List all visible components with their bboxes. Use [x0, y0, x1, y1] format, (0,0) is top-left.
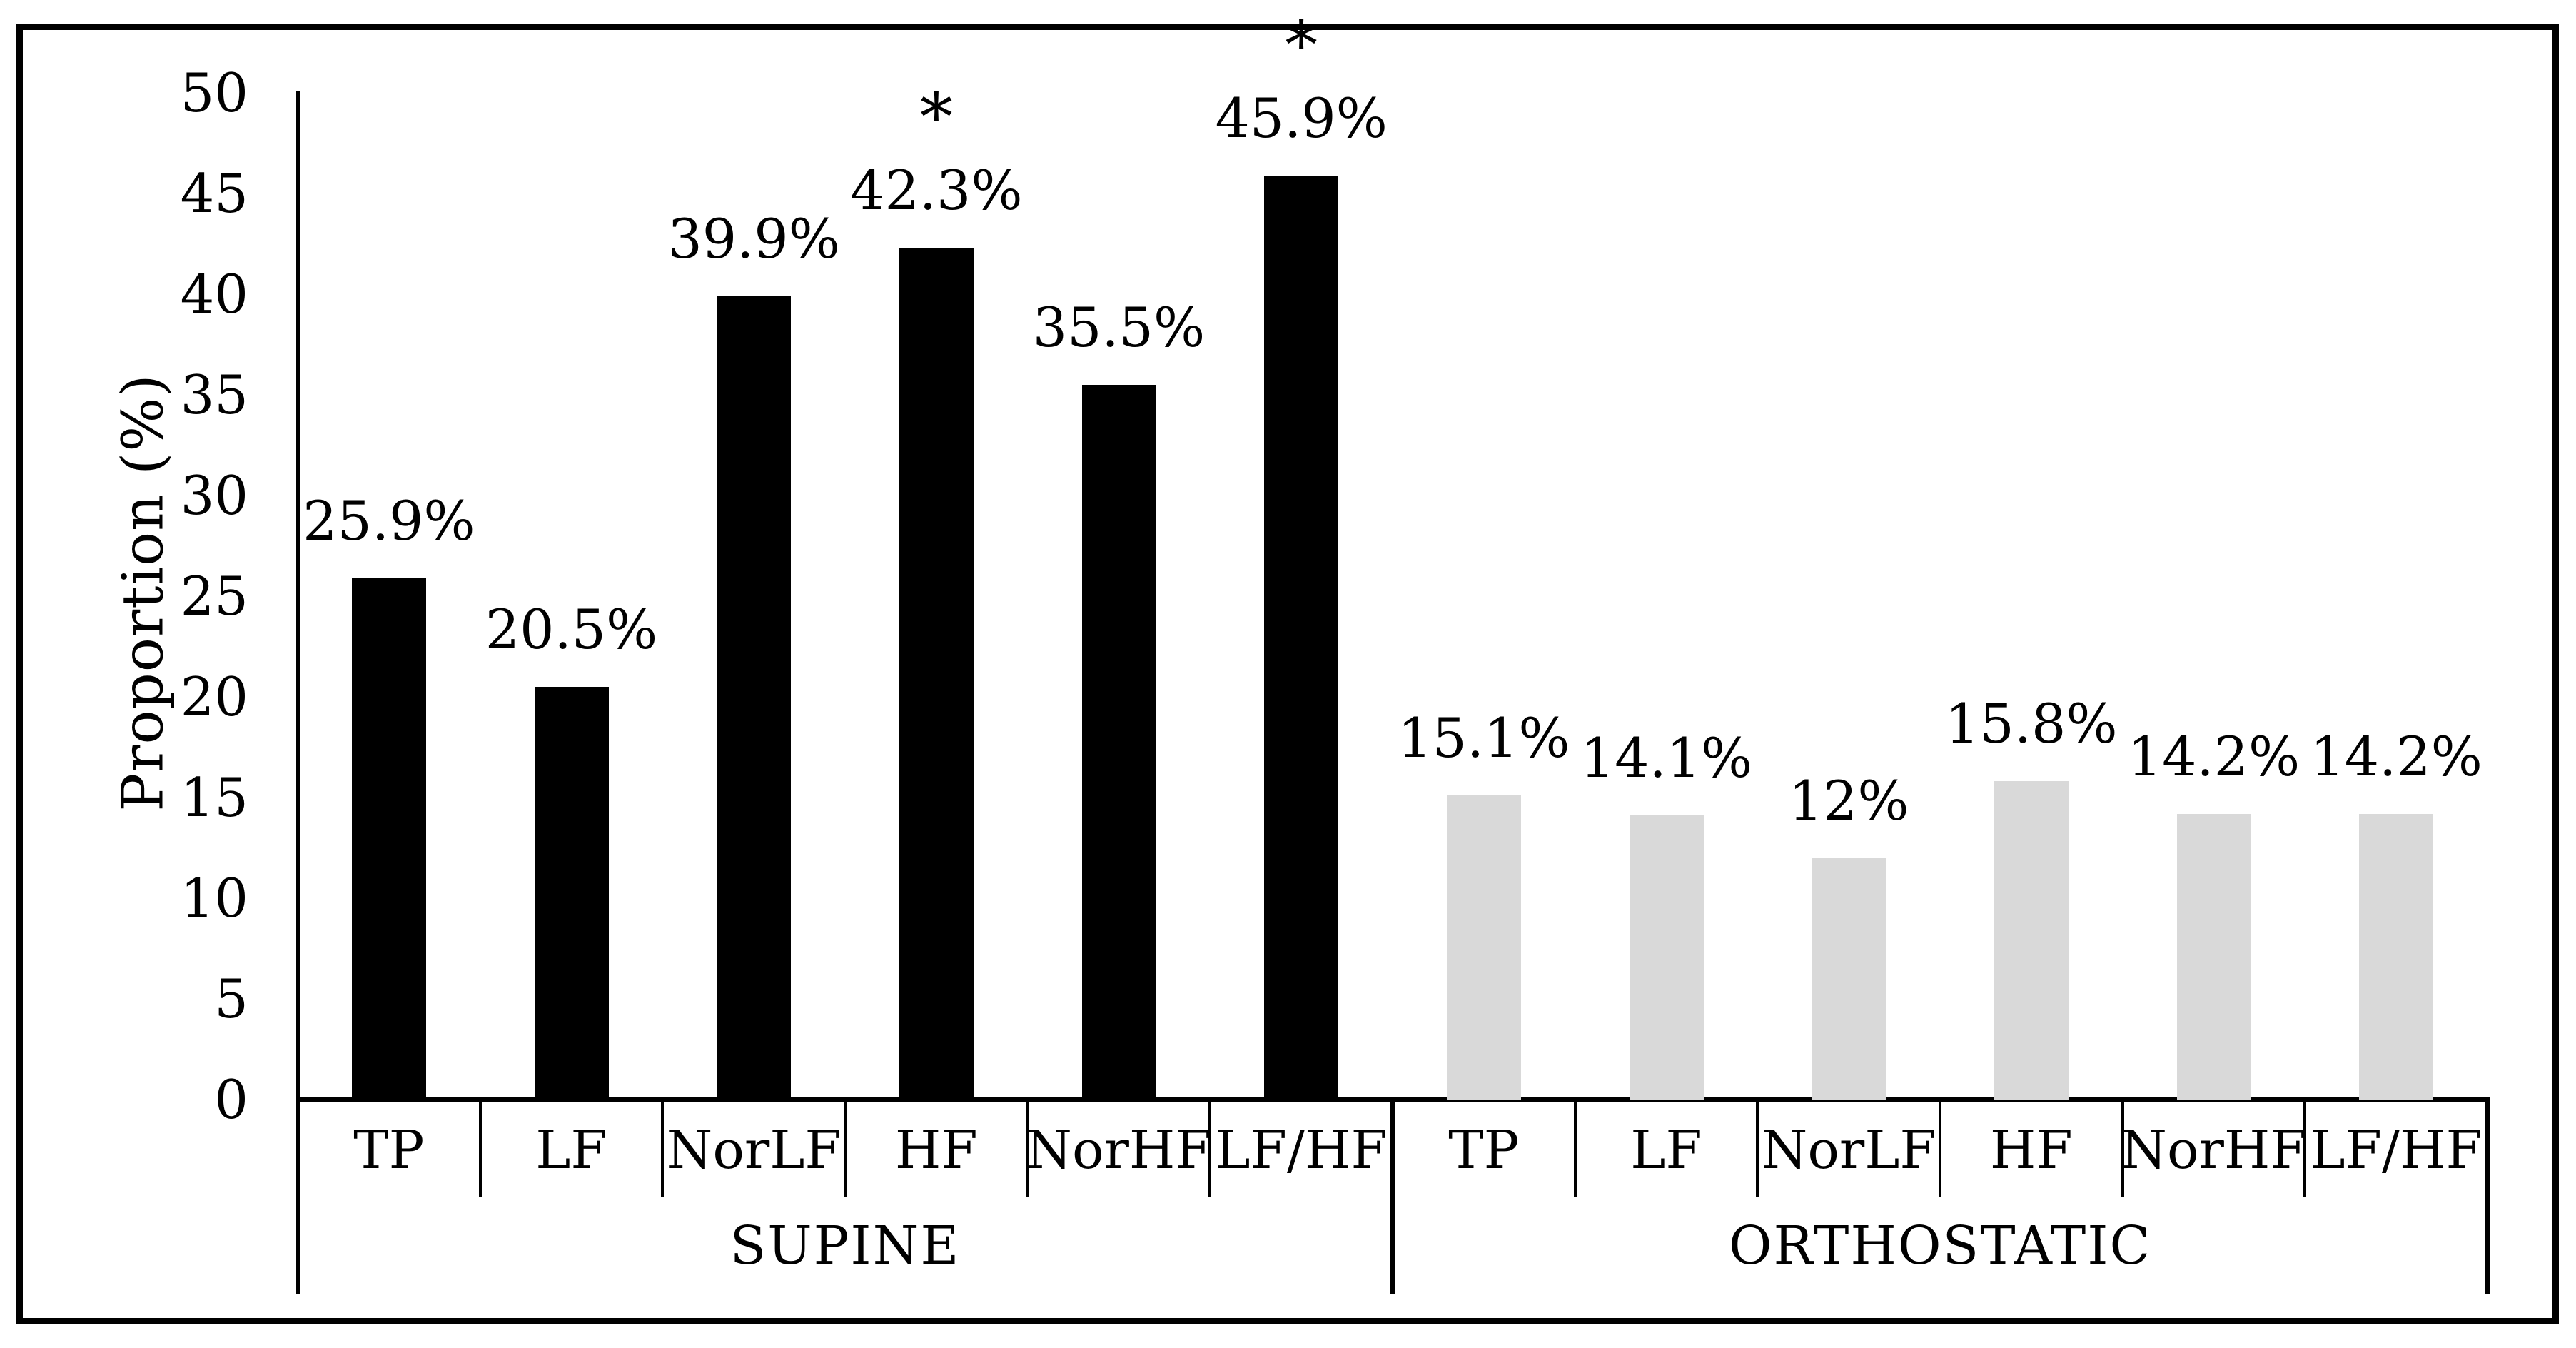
y-tick-label: 15: [180, 766, 248, 829]
category-divider: [478, 1102, 482, 1197]
bar-value-label: 15.1%: [1398, 706, 1570, 770]
figure-outer-border: [16, 24, 2559, 1324]
bar-orthostatic-NorLF: [1812, 857, 1886, 1100]
bar-value-label: 15.8%: [1945, 692, 2118, 756]
y-tick-label: 45: [180, 162, 248, 225]
category-divider: [1026, 1102, 1029, 1197]
bar-value-label: 20.5%: [485, 597, 658, 661]
significance-asterisk: *: [1285, 6, 1318, 84]
category-label-TP: TP: [1448, 1119, 1520, 1181]
category-divider: [1208, 1102, 1212, 1197]
table-right-border: [2485, 1100, 2490, 1294]
y-tick-label: 0: [214, 1068, 248, 1131]
bar-supine-TP: [351, 578, 426, 1100]
group-divider: [1390, 1100, 1395, 1294]
category-divider: [2121, 1102, 2124, 1197]
significance-asterisk: *: [919, 79, 953, 156]
y-tick-label: 30: [180, 464, 248, 527]
bar-value-label: 39.9%: [667, 206, 840, 271]
category-label-NorHF: NorHF: [1026, 1119, 1212, 1181]
category-divider: [844, 1102, 847, 1197]
bar-supine-NorLF: [717, 296, 792, 1100]
bar-value-label: 45.9%: [1215, 86, 1388, 150]
bar-orthostatic-NorHF: [2176, 813, 2251, 1100]
bar-value-label: 12%: [1788, 768, 1909, 833]
bar-supine-NorHF: [1081, 384, 1156, 1100]
bar-value-label: 14.2%: [2310, 724, 2482, 788]
category-label-HF: HF: [1989, 1119, 2073, 1181]
bar-orthostatic-LF/HF: [2359, 813, 2434, 1100]
bar-orthostatic-TP: [1446, 795, 1521, 1100]
bar-value-label: 14.1%: [1580, 726, 1753, 790]
y-tick-label: 50: [180, 61, 248, 124]
category-label-HF: HF: [894, 1119, 978, 1181]
category-divider: [2303, 1102, 2307, 1197]
group-label-supine: SUPINE: [729, 1215, 961, 1277]
category-label-NorHF: NorHF: [2121, 1119, 2307, 1181]
bar-value-label: 35.5%: [1032, 295, 1206, 359]
bar-supine-LF/HF: [1264, 175, 1339, 1100]
y-tick-label: 35: [180, 363, 248, 426]
bar-value-label: 42.3%: [850, 159, 1023, 223]
bar-value-label: 14.2%: [2127, 724, 2300, 788]
category-divider: [1939, 1102, 1941, 1197]
y-tick-label: 20: [180, 665, 248, 728]
group-label-orthostatic: ORTHOSTATIC: [1728, 1215, 2152, 1277]
category-label-LF: LF: [1630, 1119, 1702, 1181]
category-divider: [661, 1102, 665, 1197]
category-label-TP: TP: [353, 1119, 425, 1181]
category-label-LF/HF: LF/HF: [2310, 1119, 2482, 1181]
category-label-LF: LF: [535, 1119, 607, 1181]
category-label-NorLF: NorLF: [666, 1119, 842, 1181]
y-tick-label: 5: [214, 967, 248, 1030]
bar-supine-HF: [899, 248, 974, 1100]
category-divider: [1573, 1102, 1577, 1197]
y-tick-label: 10: [180, 867, 248, 930]
bar-supine-LF: [534, 686, 609, 1100]
category-label-LF/HF: LF/HF: [1215, 1119, 1388, 1181]
bar-orthostatic-LF: [1629, 815, 1704, 1100]
bar-value-label: 25.9%: [303, 488, 475, 553]
bar-orthostatic-HF: [1994, 781, 2069, 1100]
category-divider: [1756, 1102, 1759, 1197]
y-axis-line: [296, 91, 300, 1294]
y-tick-label: 40: [180, 263, 248, 326]
y-tick-label: 25: [180, 565, 248, 628]
category-label-NorLF: NorLF: [1761, 1119, 1936, 1181]
